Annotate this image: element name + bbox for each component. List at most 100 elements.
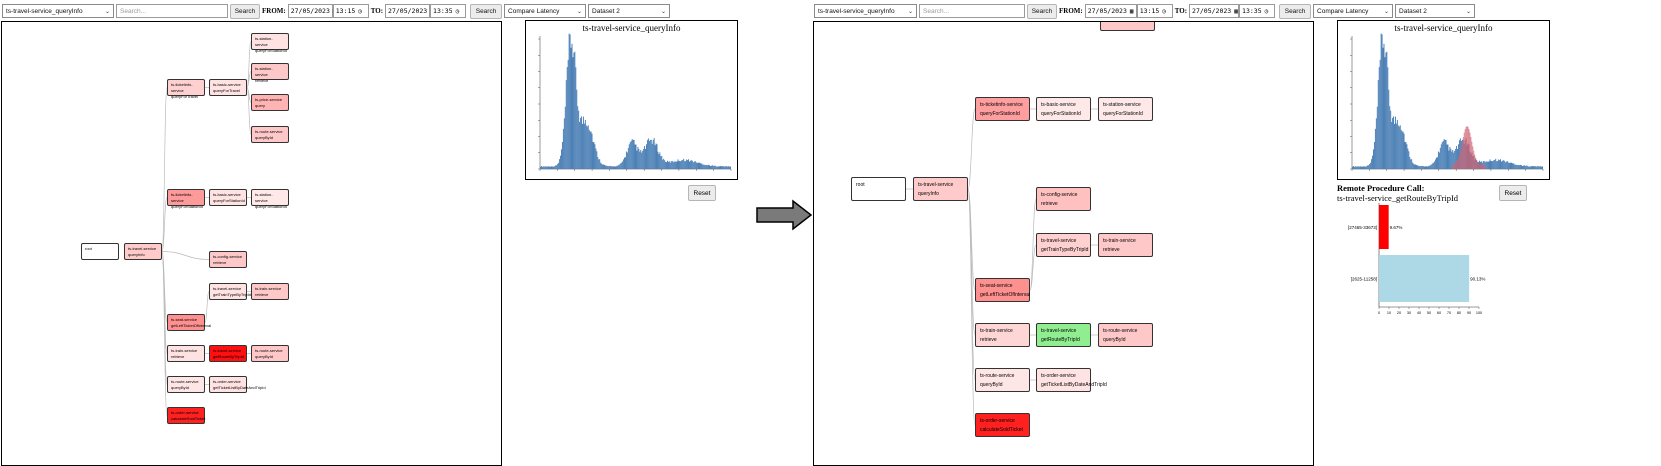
tree-node[interactable]: root (81, 243, 119, 260)
reset-button[interactable]: Reset (688, 185, 716, 201)
tree-node[interactable]: ts-basic-service queryForStationId (209, 189, 247, 206)
histogram-bar (1508, 163, 1510, 169)
histogram-bar (584, 119, 586, 169)
histogram-bar (1404, 141, 1406, 169)
tree-node[interactable]: ts-config-service retrieve (209, 251, 247, 268)
rpc-bar[interactable] (1379, 255, 1470, 302)
histogram-bar (1435, 159, 1437, 169)
tree-node[interactable]: ts-route-service queryById (251, 126, 289, 143)
histogram-bar (1523, 165, 1525, 169)
histogram-bar (1413, 163, 1415, 169)
tree-node[interactable]: ts-train-service retrieve (167, 345, 205, 362)
service-select[interactable]: ts-travel-service_queryInfo ⌄ (814, 4, 917, 18)
tree-node[interactable]: ts-order-service getTicketListByDateAndTr… (209, 376, 266, 393)
mode-select[interactable]: Compare Latency ⌄ (504, 4, 587, 18)
tree-node[interactable]: ts-travel-service getTrainTypeByTripId (209, 283, 251, 300)
tree-node[interactable]: ts-ticketinfo-service queryForStationId (975, 97, 1030, 121)
histogram-bar (640, 150, 642, 169)
tree-node[interactable]: ts-price-service query (251, 94, 289, 111)
tree-node[interactable]: ts-ticketinfo-service queryForStationId (167, 189, 205, 209)
tree-node-service: ts-config-service (213, 254, 243, 259)
histogram-bar (597, 156, 599, 169)
histogram-bar (700, 163, 702, 169)
histogram-bar (1403, 133, 1405, 169)
service-select-value: ts-travel-service_queryInfo (6, 7, 83, 15)
rpc-bar[interactable] (1379, 205, 1389, 249)
tree-node[interactable]: ts-travel-service getRouteByTripId (1036, 323, 1091, 347)
search-time-button[interactable]: Search (470, 3, 503, 19)
tree-node[interactable]: ts-ticketinfo-service queryForTravel (167, 79, 205, 99)
histogram-bar (1452, 150, 1454, 169)
tree-node[interactable]: ts-route-service queryById (975, 368, 1030, 392)
time-to-input[interactable]: 13:35 ◷ (1239, 4, 1276, 18)
histogram-bar (598, 159, 600, 169)
histogram-highlight-bar (1459, 150, 1461, 169)
tree-node[interactable]: ts-train-service retrieve (1098, 233, 1153, 257)
tree-node-operation: getTrainTypeByTripId (1041, 247, 1089, 253)
tree-node[interactable]: ts-station-service queryForStationId (251, 33, 289, 53)
time-from-input[interactable]: 13:15 ◷ (1136, 4, 1173, 18)
histogram-highlight-bar (1474, 154, 1476, 169)
tree-node-service: root (85, 246, 92, 251)
histogram-bar (691, 160, 693, 169)
tree-node[interactable]: ts-order-service calculateSoldTicket (975, 413, 1030, 437)
dataset-select[interactable]: Dataset 2 ⌄ (1395, 4, 1476, 18)
tree-node[interactable]: ts-travel-service queryInfo (124, 243, 162, 260)
tree-node-operation: queryForTravel (171, 94, 198, 99)
tree-node[interactable]: ts-travel-service queryInfo (913, 177, 968, 201)
histogram-bar (1487, 161, 1489, 169)
histogram-bar (1369, 163, 1371, 169)
tree-node[interactable]: ts-travel-service getRouteByTripId (209, 345, 247, 362)
tree-node-service: ts-route-service (255, 129, 283, 134)
histogram-bar (606, 165, 608, 169)
tree-node-partial[interactable] (1100, 22, 1155, 31)
histogram-highlight-bar (1452, 164, 1454, 169)
tree-node[interactable]: ts-route-service queryById (167, 376, 205, 393)
tree-node[interactable]: ts-order-service getTicketListByDateAndTr… (1036, 368, 1107, 392)
tree-node[interactable]: ts-route-service queryById (251, 345, 289, 362)
histogram-bar (583, 123, 585, 169)
tree-node[interactable]: ts-train-service retrieve (251, 283, 289, 300)
histogram-bar (1408, 151, 1410, 169)
tree-node[interactable]: root (851, 177, 906, 201)
histogram-bar (618, 164, 620, 169)
tree-node[interactable]: ts-station-service queryForStationId (251, 189, 289, 209)
tree-node[interactable]: ts-config-service retrieve (1036, 187, 1091, 211)
time-to-input[interactable]: 13:35 ◷ (430, 4, 467, 18)
tree-node[interactable]: ts-travel-service getTrainTypeByTripId (1036, 233, 1091, 257)
tree-node-operation: queryForTravel (213, 88, 240, 93)
search-input[interactable]: Search... (116, 4, 228, 18)
tree-edge (246, 41, 252, 88)
mode-select[interactable]: Compare Latency ⌄ (1313, 4, 1394, 18)
tree-node[interactable]: ts-station-service retrieve (251, 63, 289, 83)
tree-node[interactable]: ts-train-service retrieve (975, 323, 1030, 347)
histogram-bar (627, 147, 629, 169)
search-button[interactable]: Search (1027, 3, 1057, 19)
search-button[interactable]: Search (230, 3, 260, 19)
tree-node[interactable]: ts-basic-service queryForTravel (209, 79, 247, 96)
histogram-bar (687, 160, 689, 169)
tree-node[interactable]: ts-seat-service getLeftTicketOfInterval (167, 314, 211, 331)
date-to-input[interactable]: 27/05/2023▦ (1189, 4, 1240, 18)
tree-node[interactable]: ts-station-service queryForStationId (1098, 97, 1153, 121)
histogram-bar (1516, 164, 1518, 169)
tree-node[interactable]: ts-seat-service getLeftTicketOfInterval (975, 278, 1030, 302)
histogram-bar (638, 148, 640, 169)
histogram-bar (703, 164, 705, 169)
histogram-bar (1457, 148, 1459, 169)
search-input[interactable]: Search... (919, 4, 1025, 18)
reset-button[interactable]: Reset (1499, 185, 1527, 201)
histogram-bar (685, 161, 687, 169)
tree-node[interactable]: ts-route-service queryById (1098, 323, 1153, 347)
date-from-input[interactable]: 27/05/2023▦ (1084, 4, 1137, 18)
tree-node[interactable]: ts-basic-service queryForStationId (1036, 97, 1091, 121)
time-from-input[interactable]: 13:15 ◷ (332, 4, 369, 18)
service-select[interactable]: ts-travel-service_queryInfo ⌄ (2, 4, 114, 18)
search-time-button[interactable]: Search (1279, 3, 1312, 19)
histogram-bar (1496, 161, 1498, 169)
date-to-input[interactable]: 27/05/2023▦ (385, 4, 434, 18)
tree-node[interactable]: ts-order-service calculateSoldTicket (167, 407, 205, 424)
dataset-select[interactable]: Dataset 2 ⌄ (588, 4, 671, 18)
date-from-input[interactable]: 27/05/2023▦ (287, 4, 336, 18)
histogram-bar (651, 143, 653, 169)
